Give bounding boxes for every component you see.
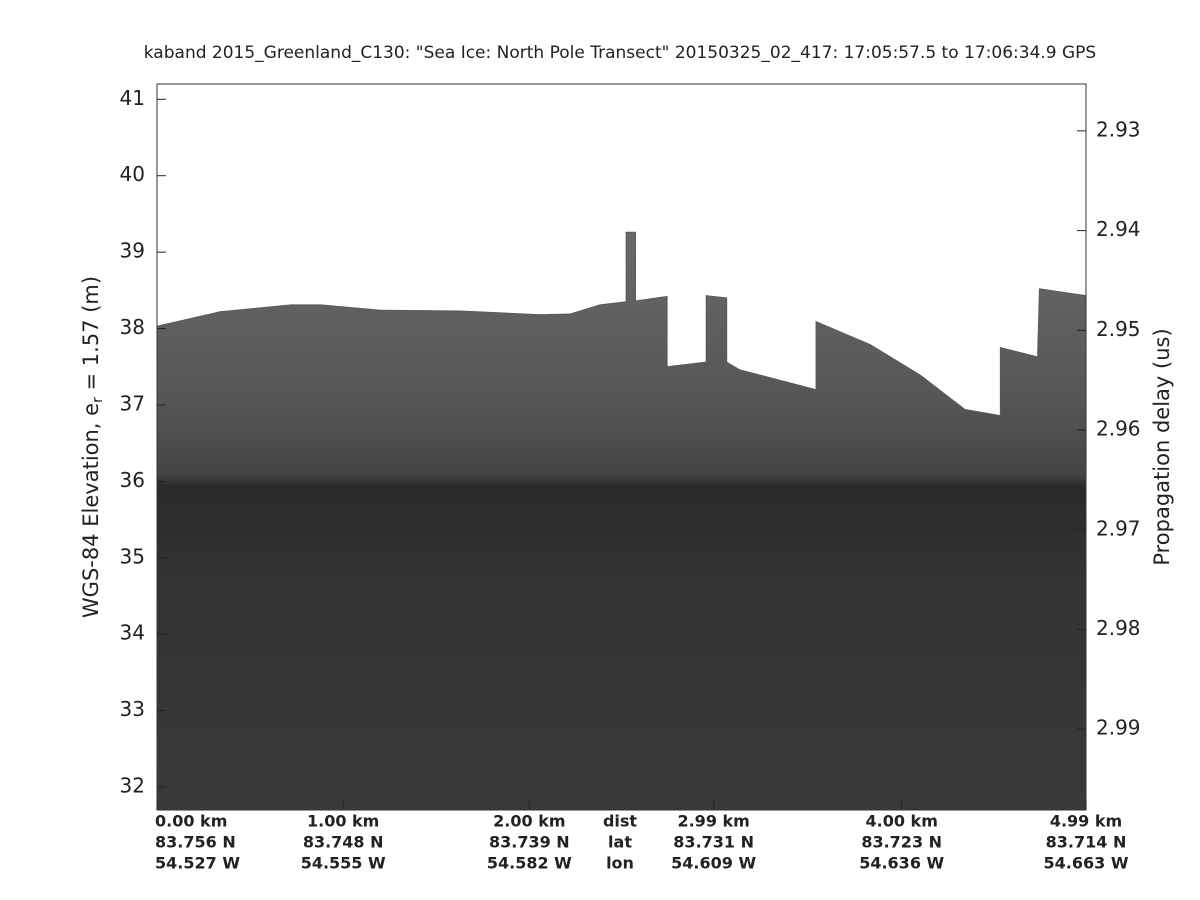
x-tick-label: 4.99 km xyxy=(1050,812,1122,831)
y-tick-label: 39 xyxy=(120,239,145,263)
x-tick-label: 4.00 km xyxy=(866,812,938,831)
row-label: dist xyxy=(603,812,637,831)
y-tick-label: 37 xyxy=(120,391,145,415)
lat-label: 83.731 N xyxy=(673,833,754,852)
y2-tick-label: 2.95 xyxy=(1096,317,1141,341)
y2-tick-label: 2.98 xyxy=(1096,616,1141,640)
lon-label: 54.663 W xyxy=(1044,854,1129,873)
chart-title: kaband 2015_Greenland_C130: "Sea Ice: No… xyxy=(144,43,1096,63)
y-tick-label: 35 xyxy=(120,544,145,568)
y-tick-label: 40 xyxy=(120,162,145,186)
y2-tick-label: 2.96 xyxy=(1096,417,1141,441)
x-tick-label: 2.00 km xyxy=(493,812,565,831)
x-tick-label: 2.99 km xyxy=(677,812,749,831)
lon-label: 54.609 W xyxy=(671,854,756,873)
lat-label: 83.748 N xyxy=(303,833,384,852)
y-tick-label: 33 xyxy=(120,697,145,721)
y-label-subscript: r xyxy=(90,397,106,403)
lon-label: 54.582 W xyxy=(487,854,572,873)
plot-frame xyxy=(156,83,1087,811)
lat-label: 83.739 N xyxy=(489,833,570,852)
lon-label: 54.636 W xyxy=(859,854,944,873)
y2-tick-label: 2.97 xyxy=(1096,516,1141,540)
y2-axis-label: Propagation delay (us) xyxy=(1150,328,1174,565)
y-tick-label: 36 xyxy=(120,468,145,492)
lon-label: 54.527 W xyxy=(155,854,240,873)
row-label: lon xyxy=(606,854,634,873)
lat-label: 83.756 N xyxy=(155,833,236,852)
y-label-after: = 1.57 (m) xyxy=(79,276,103,397)
x-tick-label: 1.00 km xyxy=(307,812,379,831)
y-tick-label: 38 xyxy=(120,315,145,339)
row-label: lat xyxy=(608,833,632,852)
lon-label: 54.555 W xyxy=(301,854,386,873)
y-tick-label: 34 xyxy=(120,621,145,645)
lat-label: 83.723 N xyxy=(861,833,942,852)
y-label-text: WGS-84 Elevation, e xyxy=(79,403,103,618)
lat-label: 83.714 N xyxy=(1046,833,1127,852)
x-tick-label: 0.00 km xyxy=(155,812,227,831)
y-tick-label: 32 xyxy=(120,774,145,798)
y-axis-label: WGS-84 Elevation, er = 1.57 (m) xyxy=(79,276,106,618)
y2-tick-label: 2.94 xyxy=(1096,217,1141,241)
echogram-area xyxy=(156,231,1087,811)
y2-tick-label: 2.99 xyxy=(1096,716,1141,740)
y2-tick-label: 2.93 xyxy=(1096,117,1141,141)
y-tick-label: 41 xyxy=(120,86,145,110)
